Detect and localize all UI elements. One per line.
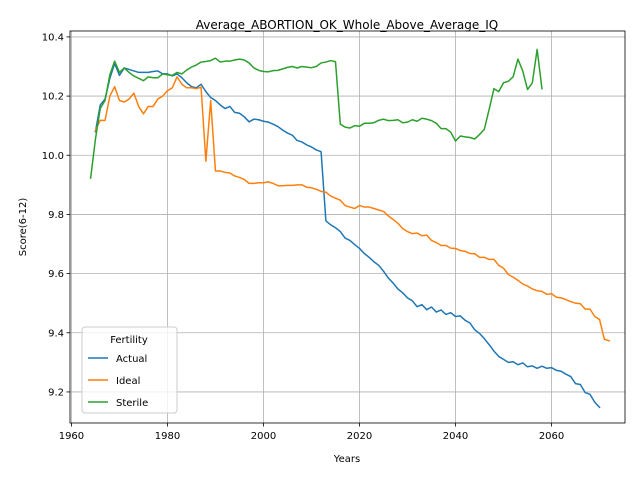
- chart-title: Average_ABORTION_OK_Whole_Above_Average_…: [196, 18, 498, 32]
- legend-title: Fertility: [110, 335, 148, 346]
- legend-label-ideal: Ideal: [116, 376, 140, 387]
- x-tick-label: 2000: [251, 431, 276, 442]
- x-tick-label: 2040: [443, 431, 468, 442]
- y-tick-label: 9.6: [48, 269, 64, 280]
- x-tick-label: 2060: [539, 431, 564, 442]
- series-lines: [89, 48, 611, 409]
- y-tick-label: 10.2: [42, 92, 64, 103]
- series-line-sterile: [89, 48, 543, 179]
- legend-box: [81, 326, 178, 414]
- y-tick-label: 10.4: [42, 32, 64, 43]
- axis-ticks: 1960 1980 2000 2020 2040 2060 9.2 9.4 9.6 9.8 10.0…: [42, 32, 565, 442]
- y-tick-label: 9.4: [48, 328, 64, 339]
- plot-frame: [69, 30, 626, 424]
- x-tick-label: 1960: [59, 431, 84, 442]
- y-tick-label: 9.8: [48, 210, 64, 221]
- legend-label-actual: Actual: [116, 354, 147, 365]
- x-tick-label: 2020: [347, 431, 372, 442]
- y-tick-label: 10.0: [42, 151, 64, 162]
- x-axis-label: Years: [333, 454, 360, 465]
- series-line-actual: [94, 62, 601, 409]
- legend-label-sterile: Sterile: [116, 398, 148, 409]
- x-tick-label: 1980: [155, 431, 180, 442]
- series-line-ideal: [94, 76, 611, 342]
- legend: Fertility Actual Ideal Sterile: [81, 326, 178, 414]
- y-tick-label: 9.2: [48, 387, 64, 398]
- y-axis-label: Score(6-12): [18, 198, 29, 257]
